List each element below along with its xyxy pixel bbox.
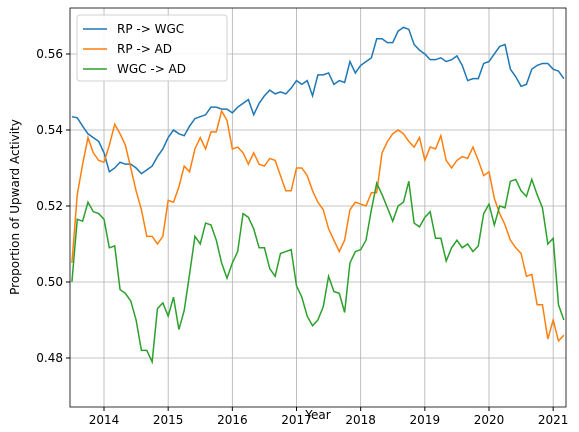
y-axis-label: Proportion of Upward Activity — [8, 119, 22, 295]
y-tick-label: 0.56 — [36, 47, 63, 61]
line — [71, 108, 565, 343]
y-tick-label: 0.48 — [36, 351, 63, 365]
y-tick-label: 0.52 — [36, 199, 63, 213]
plot-frame — [69, 7, 567, 408]
legend-box — [76, 14, 228, 82]
x-tick-label: 2019 — [410, 413, 441, 427]
line — [71, 26, 565, 175]
legend-label: RP -> AD — [117, 42, 172, 56]
x-tick-label: 2014 — [89, 413, 120, 427]
x-tick-label: 2015 — [153, 413, 184, 427]
x-tick-label: 2017 — [281, 413, 312, 427]
x-tick-label: 2021 — [538, 413, 569, 427]
line — [71, 177, 565, 365]
legend-label: RP -> WGC — [117, 22, 184, 36]
y-tick-label: 0.54 — [36, 123, 63, 137]
x-axis-label: Year — [304, 408, 330, 422]
legend-label: WGC -> AD — [117, 62, 186, 76]
x-tick-label: 2016 — [217, 413, 248, 427]
x-tick-label: 2018 — [345, 413, 376, 427]
x-tick-label: 2020 — [474, 413, 505, 427]
y-tick-label: 0.50 — [36, 275, 63, 289]
